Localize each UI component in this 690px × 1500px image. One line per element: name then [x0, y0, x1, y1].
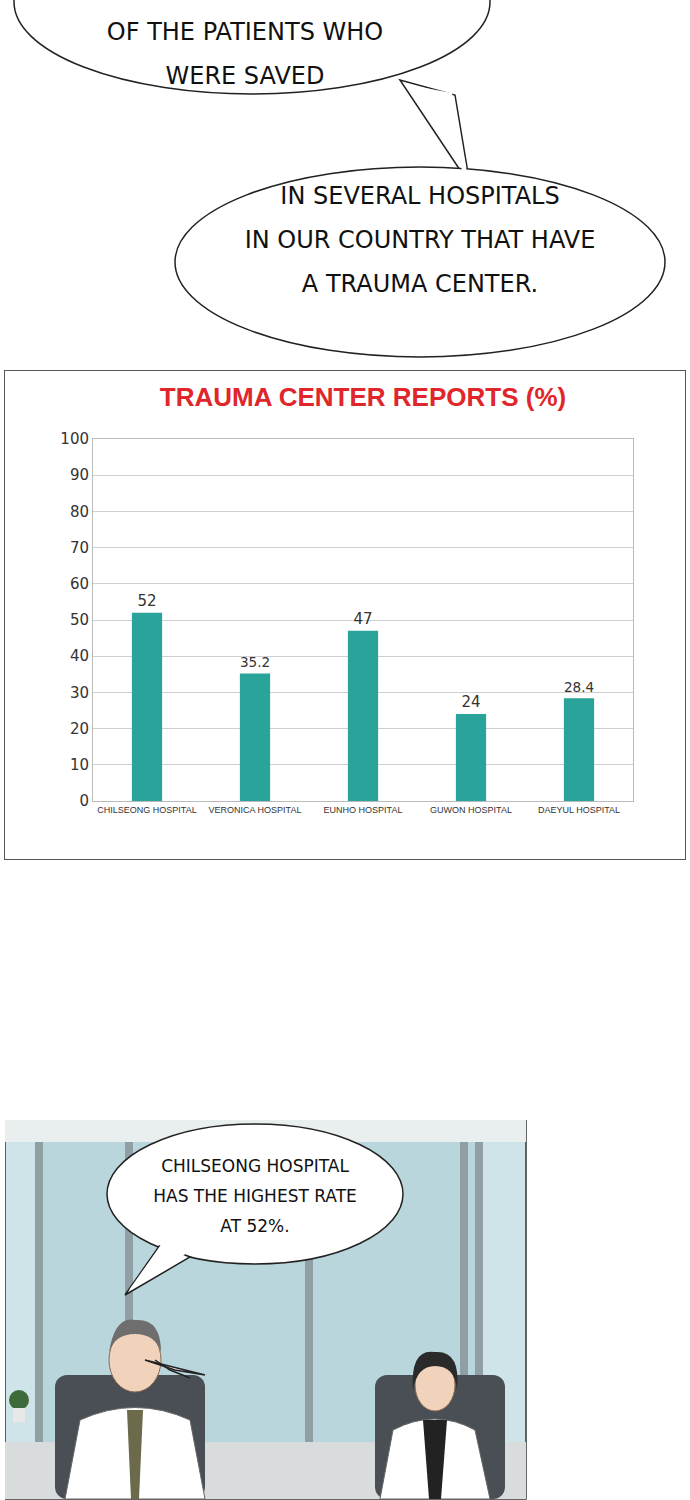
- svg-text:TRAUMA CENTER REPORTS (%): TRAUMA CENTER REPORTS (%): [160, 382, 566, 412]
- svg-text:28.4: 28.4: [564, 679, 594, 695]
- svg-text:IN OUR COUNTRY THAT HAVE: IN OUR COUNTRY THAT HAVE: [245, 226, 596, 254]
- svg-text:50: 50: [70, 611, 89, 629]
- svg-text:70: 70: [70, 539, 89, 557]
- svg-text:35.2: 35.2: [240, 654, 270, 670]
- svg-text:24: 24: [461, 693, 480, 711]
- svg-text:DAEYUL HOSPITAL: DAEYUL HOSPITAL: [538, 805, 620, 815]
- svg-text:100: 100: [60, 430, 89, 448]
- svg-text:HAS THE HIGHEST RATE: HAS THE HIGHEST RATE: [153, 1186, 357, 1206]
- svg-text:VERONICA HOSPITAL: VERONICA HOSPITAL: [209, 805, 302, 815]
- svg-text:A TRAUMA CENTER.: A TRAUMA CENTER.: [302, 270, 538, 298]
- svg-text:AT 52%.: AT 52%.: [220, 1216, 289, 1236]
- svg-text:80: 80: [70, 503, 89, 521]
- svg-text:OF THE PATIENTS WHO: OF THE PATIENTS WHO: [107, 18, 383, 46]
- svg-text:CHILSEONG HOSPITAL: CHILSEONG HOSPITAL: [97, 805, 196, 815]
- svg-text:0: 0: [79, 792, 89, 810]
- svg-text:IN SEVERAL HOSPITALS: IN SEVERAL HOSPITALS: [280, 182, 559, 210]
- svg-text:30: 30: [70, 684, 89, 702]
- svg-text:40: 40: [70, 647, 89, 665]
- svg-text:52: 52: [137, 592, 156, 610]
- svg-text:WERE SAVED: WERE SAVED: [166, 62, 325, 90]
- svg-text:CHILSEONG HOSPITAL: CHILSEONG HOSPITAL: [161, 1156, 349, 1176]
- svg-text:10: 10: [70, 756, 89, 774]
- svg-text:90: 90: [70, 466, 89, 484]
- svg-text:GUWON HOSPITAL: GUWON HOSPITAL: [430, 805, 512, 815]
- svg-text:60: 60: [70, 575, 89, 593]
- svg-text:47: 47: [353, 610, 372, 628]
- svg-text:20: 20: [70, 720, 89, 738]
- svg-text:EUNHO HOSPITAL: EUNHO HOSPITAL: [324, 805, 403, 815]
